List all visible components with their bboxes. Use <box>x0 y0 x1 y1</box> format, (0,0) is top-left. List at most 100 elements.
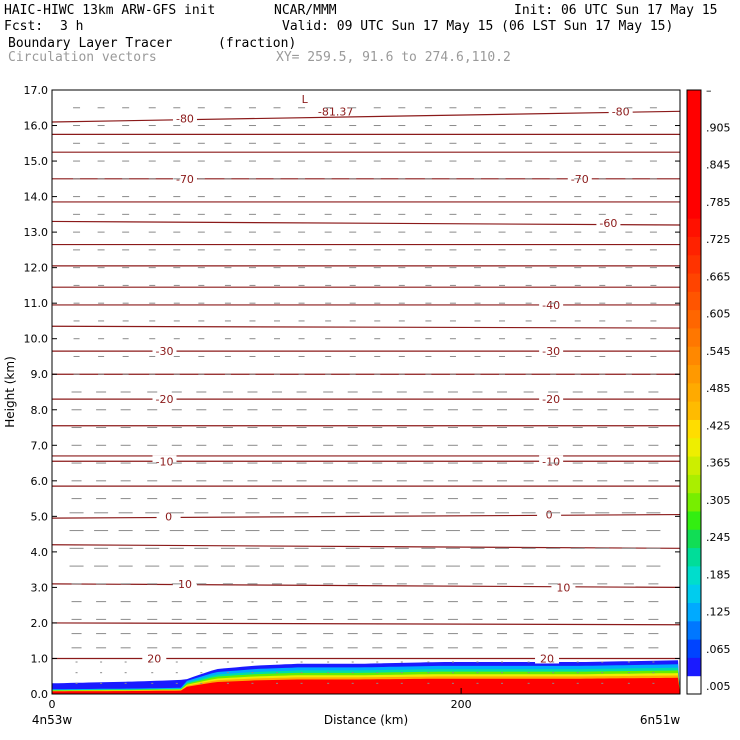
vectors-label: Circulation vectors <box>8 50 157 65</box>
colorbar-swatch <box>687 602 701 622</box>
plot-frame <box>51 89 681 695</box>
contour-label-bg <box>172 577 197 589</box>
colorbar-label: .665 <box>706 270 731 283</box>
circulation-vectors <box>69 107 661 684</box>
colorbar-swatch <box>687 163 701 183</box>
contour-line <box>51 544 681 549</box>
y-tick-label: 0.0 <box>31 688 49 701</box>
contour-label: -20 <box>156 393 174 406</box>
y-tick-label: 10.0 <box>24 333 49 346</box>
colorbar-swatch <box>687 346 701 366</box>
contour-label-bg <box>152 345 177 357</box>
contour-label-bg <box>152 455 177 467</box>
annotation-label: -81.37 <box>318 105 353 118</box>
colorbar-swatch <box>687 236 701 256</box>
y-tick-label: 14.0 <box>24 191 49 204</box>
contour-label: -70 <box>176 173 194 186</box>
contour-label: -40 <box>542 299 560 312</box>
header-fcst-label: Fcst: <box>4 19 44 34</box>
colorbar-label: – <box>706 84 712 97</box>
y-tick-label: 17.0 <box>24 84 49 97</box>
xy-label: XY= 259.5, 91.6 to 274.6,110.2 <box>276 50 511 65</box>
header-org: NCAR/MMM <box>274 3 337 18</box>
colorbar-swatch <box>687 199 701 219</box>
contour-label-bg <box>539 298 564 310</box>
y-tick-label: 13.0 <box>24 226 49 239</box>
contour-line <box>51 220 681 226</box>
colorbar-swatch <box>687 529 701 549</box>
colorbar-swatch <box>687 492 701 512</box>
tracer-fill-layer <box>52 660 680 694</box>
contour-label-bg <box>156 510 181 522</box>
header-fcst-value: 3 h <box>60 19 84 34</box>
colorbar-swatch <box>687 273 701 292</box>
colorbar-swatch <box>687 364 701 384</box>
contour-label-bg <box>608 105 633 117</box>
colorbar: .005 .065 .125 .185 .245 .305 .365 .425 .485 .545… <box>686 84 731 695</box>
colorbar-label: .545 <box>706 345 731 358</box>
contour-label: 10 <box>178 578 192 591</box>
colorbar-label: .425 <box>706 419 731 432</box>
contour-label-bg <box>537 508 562 520</box>
colorbar-label: .905 <box>706 121 731 134</box>
contour-label: 0 <box>165 510 172 523</box>
colorbar-label: .245 <box>706 531 731 544</box>
colorbar-swatch <box>687 401 701 420</box>
colorbar-swatch <box>687 291 701 311</box>
annotation-label: L <box>302 93 309 106</box>
colorbar-swatch <box>687 327 701 347</box>
contour-line <box>51 583 681 589</box>
colorbar-swatch <box>687 108 701 128</box>
contour-label-bg <box>172 112 197 124</box>
contour-label-bg <box>539 455 564 467</box>
contour-label-bg <box>535 652 560 664</box>
colorbar-swatch <box>687 144 701 164</box>
x-endpoint-right: 6n51w <box>640 713 681 727</box>
contour-line <box>51 110 681 123</box>
colorbar-swatch <box>687 565 701 585</box>
contour-label-bg <box>539 345 564 357</box>
colorbar-swatch <box>687 309 701 329</box>
contour-line <box>51 513 681 519</box>
contour-label: -80 <box>176 112 194 125</box>
colorbar-swatch <box>687 456 701 475</box>
y-axis-label: Height (km) <box>3 356 17 427</box>
header-model: HAIC-HIWC 13km ARW-GFS init <box>4 3 216 18</box>
y-tick-label: 15.0 <box>24 155 49 168</box>
colorbar-swatch <box>687 657 701 677</box>
contour-label: -80 <box>612 105 630 118</box>
colorbar-swatch <box>687 510 701 530</box>
colorbar-swatch <box>687 254 701 274</box>
contour-label-bg <box>172 172 197 184</box>
colorbar-label: .365 <box>706 457 731 470</box>
contour-label: -20 <box>542 393 560 406</box>
contour-label-bg <box>551 581 576 593</box>
contour-line <box>51 622 681 626</box>
x-endpoint-left: 4n53w <box>32 713 73 727</box>
y-tick-label: 16.0 <box>24 120 49 133</box>
contour-label: -10 <box>542 455 560 468</box>
colorbar-label: .005 <box>706 680 731 693</box>
colorbar-label: .605 <box>706 308 731 321</box>
tracer-band <box>52 677 680 694</box>
colorbar-swatch <box>687 620 701 640</box>
y-tick-label: 4.0 <box>31 546 49 559</box>
header-init: Init: 06 UTC Sun 17 May 15 <box>514 3 718 18</box>
y-tick-label: 8.0 <box>31 404 49 417</box>
y-tick-label: 7.0 <box>31 439 49 452</box>
colorbar-swatch <box>687 437 701 457</box>
contour-label: -10 <box>156 455 174 468</box>
y-tick-label: 9.0 <box>31 368 49 381</box>
colorbar-swatch <box>687 584 701 603</box>
contour-label-bg <box>142 652 167 664</box>
x-axis-label: Distance (km) <box>324 713 408 727</box>
y-tick-label: 3.0 <box>31 581 49 594</box>
colorbar-label: .785 <box>706 196 731 209</box>
y-tick-label: 11.0 <box>24 297 49 310</box>
axes: 0.0 1.0 2.0 3.0 4.0 5.0 6.0 7.0 8.0 9.0 10.0 11.0 12… <box>24 84 680 711</box>
y-tick-label: 1.0 <box>31 652 49 665</box>
y-tick-label: 12.0 <box>24 262 49 275</box>
contour-label: 20 <box>147 652 161 665</box>
